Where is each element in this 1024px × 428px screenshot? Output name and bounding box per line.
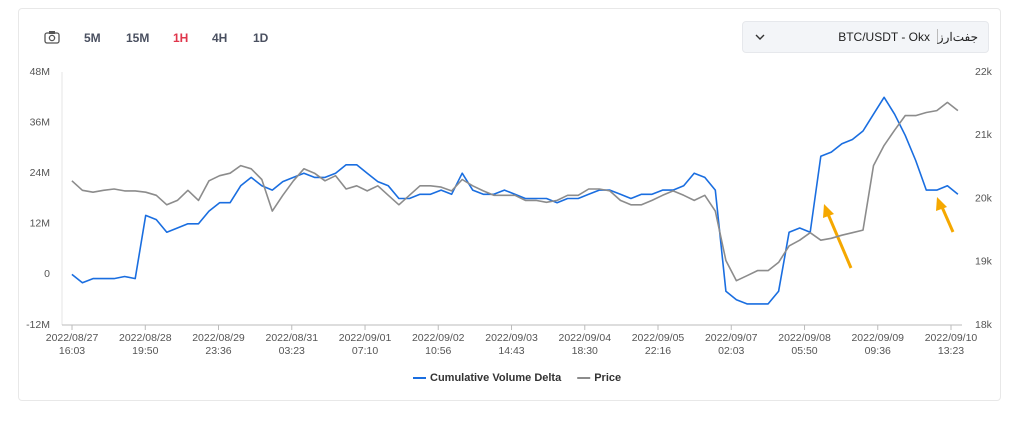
y2-tick-label: 22k [975,66,993,78]
legend-label: Cumulative Volume Delta [430,372,562,384]
legend: Cumulative Volume Delta Price [413,372,621,384]
y-tick-label: 24M [30,167,50,179]
x-tick-date: 2022/09/07 [705,332,758,344]
x-tick-time: 07:10 [352,345,378,357]
x-tick-date: 2022/08/28 [119,332,172,344]
x-tick-time: 03:23 [279,345,305,357]
selector-label: جفت‌ارز [937,30,978,44]
pair-name: BTC/USDT - Okx [838,30,930,44]
x-tick-date: 2022/08/29 [192,332,245,344]
x-tick-time: 10:56 [425,345,451,357]
x-tick-time: 16:03 [59,345,85,357]
y-tick-label: 12M [30,218,50,230]
camera-icon[interactable] [44,30,60,44]
x-tick-date: 2022/09/03 [485,332,538,344]
interval-button[interactable]: 5M [84,31,101,45]
y-tick-label: 48M [30,66,50,78]
interval-button[interactable]: 4H [212,31,228,45]
y-tick-label: 0 [44,268,50,280]
series-line [71,101,959,282]
x-tick-time: 02:03 [718,345,744,357]
chevron [755,34,765,40]
chart-card [18,8,1001,401]
annotation-arrow [823,197,955,269]
separator [937,29,938,44]
x-tick-time: 13:23 [938,345,964,357]
x-tick-date: 2022/08/31 [265,332,318,344]
interval-button[interactable]: 1D [253,31,269,45]
y-tick-label: 36M [30,116,50,128]
y-tick-label: -12M [26,319,50,331]
x-tick-time: 22:16 [645,345,671,357]
x-tick-date: 2022/09/05 [632,332,685,344]
interval-button[interactable]: 15M [126,31,150,45]
x-tick-date: 2022/09/08 [778,332,831,344]
x-tick-date: 2022/09/09 [851,332,904,344]
interval-button[interactable]: 1H [173,31,189,45]
x-tick-time: 05:50 [791,345,817,357]
legend-label: Price [594,372,621,384]
x-tick-date: 2022/08/27 [46,332,99,344]
y2-tick-label: 19k [975,256,993,268]
series-line [71,96,959,305]
x-tick-time: 09:36 [865,345,891,357]
x-tick-time: 18:30 [572,345,598,357]
y2-tick-label: 18k [975,319,993,331]
plot [71,96,959,305]
x-tick-time: 19:50 [132,345,158,357]
x-tick-date: 2022/09/04 [558,332,611,344]
x-tick-date: 2022/09/10 [925,332,978,344]
y2-tick-label: 20k [975,192,993,204]
pair-selector[interactable]: BTC/USDT - Okx جفت‌ارز [742,21,989,53]
x-tick-date: 2022/09/01 [339,332,392,344]
x-tick-time: 14:43 [498,345,524,357]
x-tick-time: 23:36 [205,345,231,357]
x-tick-date: 2022/09/02 [412,332,465,344]
y2-tick-label: 21k [975,129,993,141]
